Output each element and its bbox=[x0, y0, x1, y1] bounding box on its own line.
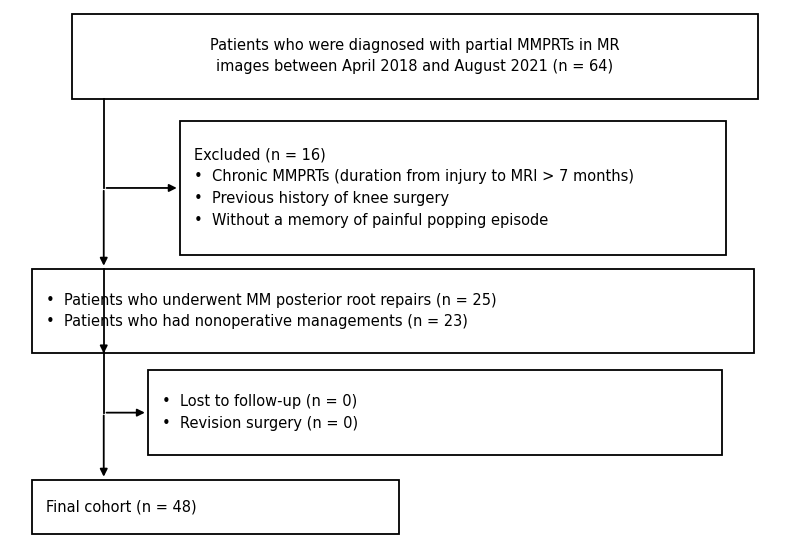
FancyBboxPatch shape bbox=[32, 480, 399, 534]
FancyBboxPatch shape bbox=[72, 14, 758, 99]
FancyBboxPatch shape bbox=[180, 121, 726, 255]
Text: Final cohort (n = 48): Final cohort (n = 48) bbox=[46, 499, 197, 515]
FancyBboxPatch shape bbox=[32, 269, 754, 353]
Text: •  Lost to follow-up (n = 0)
•  Revision surgery (n = 0): • Lost to follow-up (n = 0) • Revision s… bbox=[162, 394, 358, 431]
Text: •  Patients who underwent MM posterior root repairs (n = 25)
•  Patients who had: • Patients who underwent MM posterior ro… bbox=[46, 293, 497, 329]
FancyBboxPatch shape bbox=[148, 370, 722, 455]
Text: Patients who were diagnosed with partial MMPRTs in MR
images between April 2018 : Patients who were diagnosed with partial… bbox=[210, 38, 620, 75]
Text: Excluded (n = 16)
•  Chronic MMPRTs (duration from injury to MRI > 7 months)
•  : Excluded (n = 16) • Chronic MMPRTs (dura… bbox=[194, 148, 634, 227]
